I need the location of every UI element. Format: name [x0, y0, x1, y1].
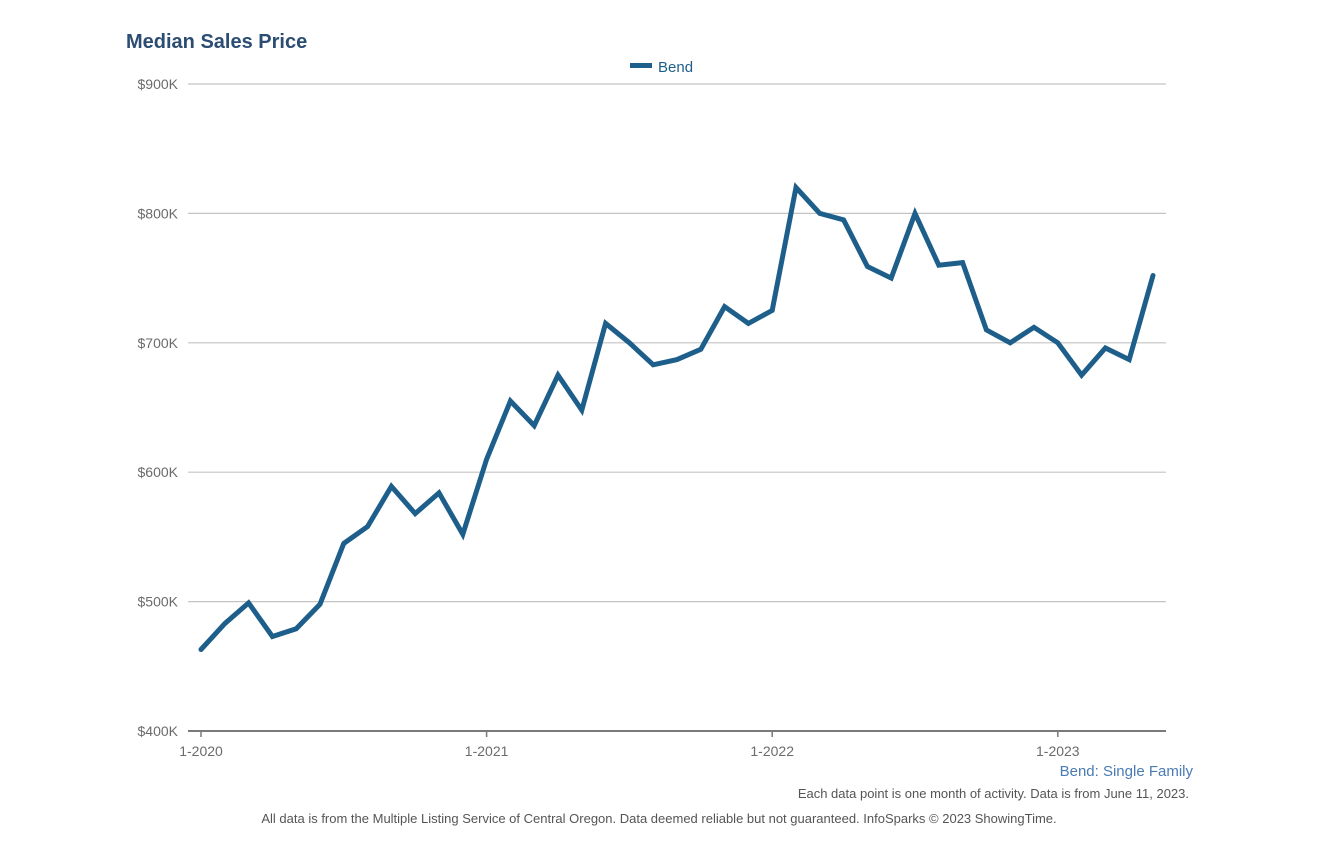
data-point[interactable] [1032, 325, 1037, 330]
legend-label-bend[interactable]: Bend [658, 59, 693, 76]
data-point[interactable] [389, 484, 394, 489]
data-point[interactable] [651, 362, 656, 367]
data-point[interactable] [1055, 340, 1060, 345]
series-line-bend[interactable] [198, 182, 1156, 652]
data-point[interactable] [841, 217, 846, 222]
data-point[interactable] [1151, 273, 1156, 278]
chart-title: Median Sales Price [126, 31, 307, 53]
data-point[interactable] [222, 621, 227, 626]
x-tick-label: 1-2020 [179, 743, 223, 759]
data-point[interactable] [413, 511, 418, 516]
data-point[interactable] [960, 260, 965, 265]
data-point[interactable] [270, 634, 275, 639]
y-tick-label: $900K [138, 76, 179, 92]
y-tick-label: $700K [138, 335, 179, 351]
data-point[interactable] [770, 308, 775, 313]
series-bend [198, 182, 1156, 652]
data-point[interactable] [746, 321, 751, 326]
data-point[interactable] [1079, 373, 1084, 378]
data-point[interactable] [532, 423, 537, 428]
x-tick-label: 1-2023 [1036, 743, 1080, 759]
x-tick-label: 1-2021 [465, 743, 509, 759]
data-point[interactable] [889, 276, 894, 281]
data-point[interactable] [675, 357, 680, 362]
data-point[interactable] [603, 321, 608, 326]
data-point[interactable] [294, 626, 299, 631]
data-point[interactable] [627, 340, 632, 345]
x-tick-label: 1-2022 [750, 743, 794, 759]
data-note: Each data point is one month of activity… [798, 786, 1189, 801]
chart-subtitle: Bend: Single Family [1060, 763, 1194, 780]
data-point[interactable] [484, 457, 489, 462]
data-point[interactable] [556, 373, 561, 378]
data-point[interactable] [1103, 345, 1108, 350]
x-axis: 1-2020 1-2021 1-2022 1-2023 [179, 731, 1080, 759]
y-axis: $400K $500K $600K $700K $800K $900K [138, 76, 179, 739]
data-point[interactable] [199, 647, 204, 652]
data-point[interactable] [865, 264, 870, 269]
data-point[interactable] [1008, 340, 1013, 345]
data-point[interactable] [246, 600, 251, 605]
footer-disclaimer: All data is from the Multiple Listing Se… [261, 811, 1056, 826]
y-tick-label: $600K [138, 464, 179, 480]
data-point[interactable] [508, 399, 513, 404]
data-point[interactable] [318, 602, 323, 607]
gridlines [188, 83, 1166, 603]
data-point[interactable] [579, 408, 584, 413]
data-point[interactable] [437, 490, 442, 495]
data-point[interactable] [936, 263, 941, 268]
y-tick-label: $400K [138, 723, 179, 739]
legend[interactable]: Bend [630, 59, 693, 76]
data-point[interactable] [698, 347, 703, 352]
data-point[interactable] [984, 327, 989, 332]
data-point[interactable] [365, 524, 370, 529]
legend-swatch-bend [630, 63, 652, 68]
data-point[interactable] [722, 304, 727, 309]
y-tick-label: $500K [138, 594, 179, 610]
data-point[interactable] [913, 211, 918, 216]
data-point[interactable] [341, 541, 346, 546]
data-point[interactable] [794, 185, 799, 190]
data-point[interactable] [1127, 357, 1132, 362]
data-point[interactable] [460, 532, 465, 537]
data-point[interactable] [817, 211, 822, 216]
y-tick-label: $800K [138, 205, 179, 221]
